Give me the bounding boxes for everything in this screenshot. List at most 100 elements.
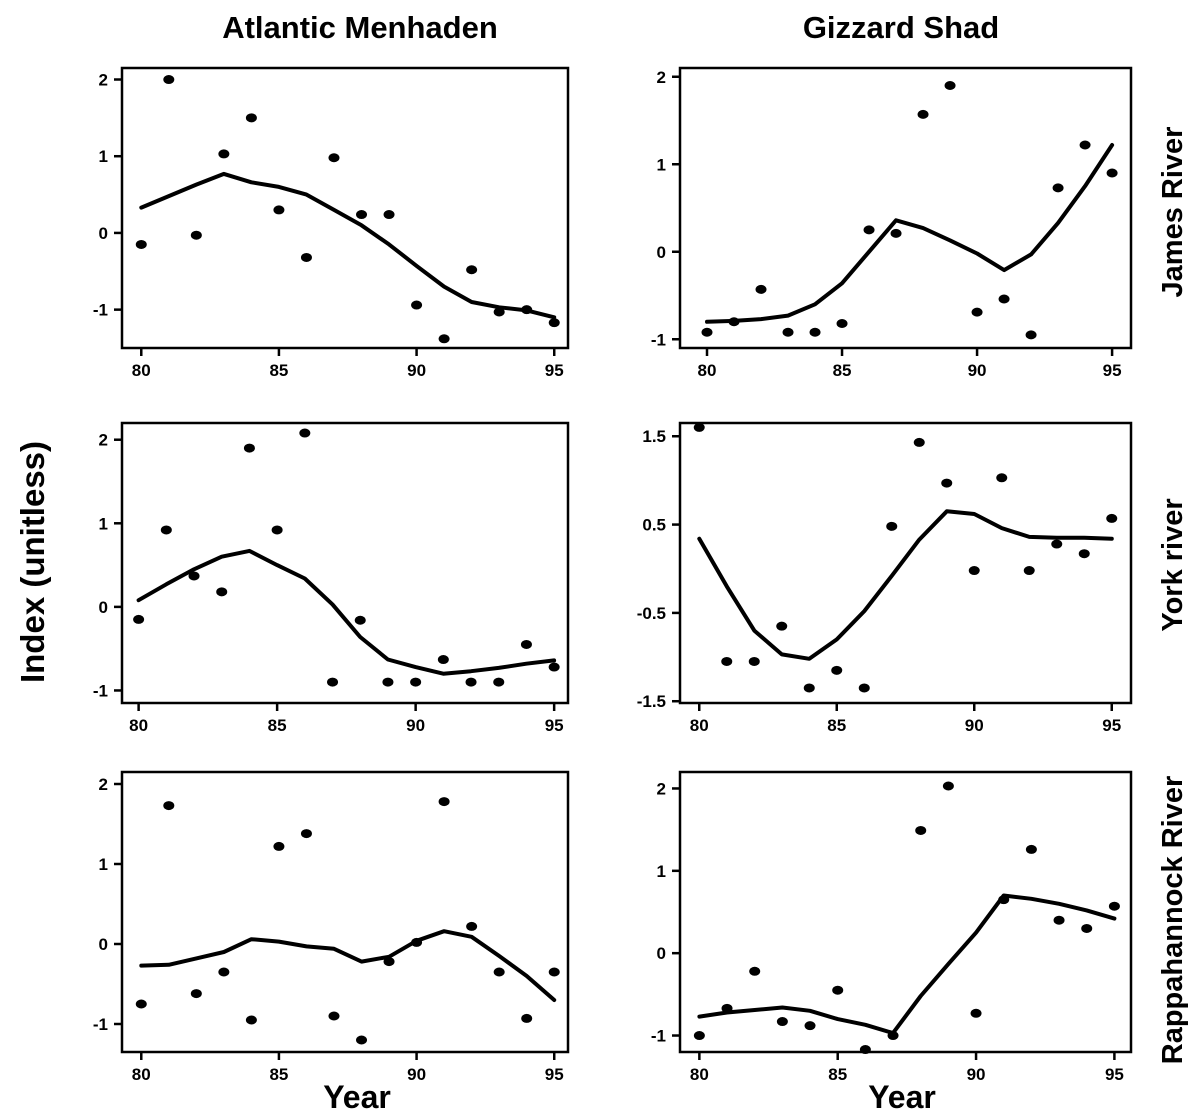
x-tick-label: 90 xyxy=(407,1065,426,1084)
data-point xyxy=(493,307,505,317)
y-tick-label: -1 xyxy=(93,301,108,320)
data-point xyxy=(809,327,821,337)
data-point xyxy=(1025,844,1037,854)
panel-3: 80 85 90 95 2 1 0 -1 xyxy=(93,421,570,735)
trend-line xyxy=(139,171,557,320)
panel-5: 80 85 90 95 2 1 0 -1 xyxy=(93,770,570,1084)
data-point xyxy=(1078,549,1090,559)
data-point xyxy=(383,957,395,967)
y-tick-label: -1 xyxy=(93,1015,108,1034)
data-point xyxy=(693,1031,705,1041)
data-point xyxy=(548,967,560,977)
data-point xyxy=(917,109,929,119)
data-point xyxy=(548,662,560,672)
data-point xyxy=(356,210,368,220)
y-tick-label: 0 xyxy=(99,224,108,243)
data-point xyxy=(271,525,283,535)
data-point xyxy=(466,265,478,275)
x-tick-label: 90 xyxy=(406,716,425,735)
data-point xyxy=(328,1011,340,1021)
data-point xyxy=(776,1017,788,1027)
x-tick-label: 90 xyxy=(968,361,987,380)
data-point xyxy=(273,841,285,851)
y-tick-label: -1 xyxy=(93,681,108,700)
data-point xyxy=(701,327,713,337)
trend-line xyxy=(697,893,1117,1036)
x-tick-label: 85 xyxy=(833,361,852,380)
data-point xyxy=(382,677,394,687)
plot-frame xyxy=(678,770,1133,1054)
data-point xyxy=(1052,183,1064,193)
y-tick-label: 1 xyxy=(657,862,666,881)
data-point xyxy=(216,587,228,597)
x-tick-label: 85 xyxy=(269,1065,288,1084)
data-point xyxy=(1106,168,1118,178)
data-point xyxy=(300,252,312,262)
col-title-gizzard-shad: Gizzard Shad xyxy=(803,10,999,45)
x-tick-label: 95 xyxy=(1103,361,1122,380)
data-point xyxy=(913,437,925,447)
plot-frame xyxy=(120,66,570,350)
data-point xyxy=(1025,330,1037,340)
x-tick-label: 95 xyxy=(545,1065,564,1084)
y-tick-label: -1 xyxy=(651,1027,666,1046)
x-tick-label: 85 xyxy=(269,361,288,380)
y-tick-label: 1 xyxy=(99,514,108,533)
x-tick-label: 90 xyxy=(967,1065,986,1084)
data-point xyxy=(782,327,794,337)
data-point xyxy=(163,801,175,811)
data-point xyxy=(831,665,843,675)
data-point xyxy=(859,1045,871,1055)
data-point xyxy=(998,895,1010,905)
data-point xyxy=(858,683,870,693)
data-point xyxy=(755,284,767,294)
data-point xyxy=(942,781,954,791)
data-point xyxy=(749,966,761,976)
data-point xyxy=(803,683,815,693)
panel-1: 80 85 90 95 2 1 0 -1 xyxy=(93,66,570,380)
plot-frame xyxy=(678,66,1133,350)
trend-line xyxy=(139,929,557,1002)
y-tick-label: -1 xyxy=(651,330,666,349)
x-tick-label: 95 xyxy=(1105,1065,1124,1084)
data-point xyxy=(354,615,366,625)
data-point xyxy=(493,677,505,687)
x-axis-label-right: Year xyxy=(868,1079,936,1115)
data-point xyxy=(890,228,902,238)
panel-2: 80 85 90 95 2 1 0 -1 xyxy=(651,66,1133,380)
data-point xyxy=(968,566,980,576)
data-point xyxy=(915,825,927,835)
x-tick-label: 80 xyxy=(698,361,717,380)
data-point xyxy=(243,443,255,453)
data-point xyxy=(273,205,285,215)
data-point xyxy=(693,422,705,432)
data-point xyxy=(410,677,422,687)
y-tick-label: 0 xyxy=(99,935,108,954)
data-point xyxy=(863,225,875,235)
x-axis-label-left: Year xyxy=(323,1079,391,1115)
data-point xyxy=(437,655,449,665)
data-point xyxy=(356,1035,368,1045)
y-tick-label: 2 xyxy=(657,779,666,798)
row-title-york-river: York river xyxy=(1157,498,1189,631)
y-tick-label: 0 xyxy=(657,243,666,262)
x-tick-label: 80 xyxy=(132,361,151,380)
data-point xyxy=(836,319,848,328)
x-tick-label: 95 xyxy=(545,361,564,380)
data-point xyxy=(190,230,202,240)
data-point xyxy=(465,677,477,687)
data-point xyxy=(245,113,257,123)
plot-frame xyxy=(120,770,570,1054)
data-point xyxy=(160,525,172,535)
data-point xyxy=(411,937,423,947)
data-point xyxy=(1053,915,1065,925)
data-point xyxy=(1051,539,1063,549)
col-title-atlantic-menhaden: Atlantic Menhaden xyxy=(222,10,498,45)
data-point xyxy=(548,318,560,328)
y-tick-label: -1.5 xyxy=(637,692,666,711)
x-tick-label: 90 xyxy=(407,361,426,380)
data-point xyxy=(996,473,1008,483)
data-point xyxy=(1079,140,1091,150)
